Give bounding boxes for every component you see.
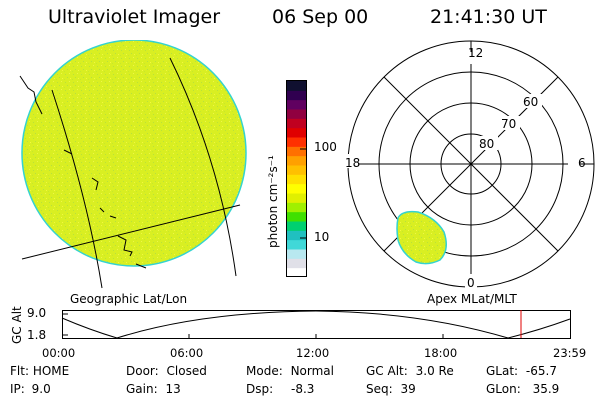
mlt-label-12: 12 bbox=[468, 46, 484, 60]
mode-status: Mode: Normal bbox=[246, 364, 334, 378]
colorbar-step bbox=[287, 239, 306, 250]
meridian-right bbox=[169, 57, 237, 277]
mlat-label-70: 70 bbox=[501, 117, 517, 131]
colorbar-step bbox=[287, 155, 306, 166]
geographic-panel-label: Geographic Lat/Lon bbox=[70, 292, 188, 306]
colorbar-tick-100-label: 100 bbox=[314, 140, 337, 154]
graticule bbox=[21, 57, 241, 289]
colorbar-step bbox=[287, 90, 306, 101]
flight-status: Flt: HOME bbox=[10, 364, 69, 378]
ip-status: IP: 9.0 bbox=[10, 382, 51, 396]
polar-plot bbox=[340, 40, 595, 288]
mlat-label-60: 60 bbox=[523, 95, 539, 109]
gcalt-label: GC Alt: bbox=[366, 364, 408, 378]
altitude-ylabel: GC Alt bbox=[10, 306, 24, 344]
colorbar-step bbox=[287, 202, 306, 213]
colorbar-step bbox=[287, 230, 306, 241]
xtick-1800: 18:00 bbox=[424, 346, 458, 360]
coastline bbox=[19, 75, 147, 269]
colorbar-step bbox=[287, 127, 306, 138]
dsp-label: Dsp: bbox=[246, 382, 274, 396]
gcalt-value: 3.0 Re bbox=[415, 364, 454, 378]
colorbar-step bbox=[287, 174, 306, 185]
altitude-plot bbox=[61, 310, 571, 339]
xtick-1200: 12:00 bbox=[296, 346, 330, 360]
colorbar-step bbox=[287, 193, 306, 203]
mlt-label-18: 18 bbox=[345, 156, 361, 170]
parallel bbox=[21, 204, 241, 260]
xtick-0600: 06:00 bbox=[170, 346, 204, 360]
seq-status: Seq: 39 bbox=[366, 382, 416, 396]
glat-status: GLat: -65.7 bbox=[486, 364, 557, 378]
colorbar-unit-label: photon cm⁻²s⁻¹ bbox=[266, 155, 280, 248]
colorbar-step bbox=[287, 249, 306, 259]
colorbar-step bbox=[287, 109, 306, 119]
door-status: Door: Closed bbox=[126, 364, 207, 378]
gain-label: Gain: bbox=[126, 382, 158, 396]
altitude-ytick-high: 9.0 bbox=[27, 306, 47, 320]
door-value: Closed bbox=[166, 364, 207, 378]
colorbar-step bbox=[287, 118, 306, 129]
mlt-label-0: 0 bbox=[467, 276, 475, 290]
flt-label: Flt: bbox=[10, 364, 29, 378]
gcalt-status: GC Alt: 3.0 Re bbox=[366, 364, 454, 378]
mode-label: Mode: bbox=[246, 364, 283, 378]
time-label: 21:41:30 UT bbox=[430, 6, 547, 28]
glon-value: 35.9 bbox=[532, 382, 560, 396]
colorbar-step bbox=[287, 146, 306, 157]
mlt-label-6: 6 bbox=[578, 156, 586, 170]
glon-status: GLon: 35.9 bbox=[486, 382, 559, 396]
ip-label: IP: bbox=[10, 382, 25, 396]
colorbar-step bbox=[287, 99, 306, 110]
altitude-curve bbox=[61, 310, 571, 339]
colorbar-step bbox=[287, 81, 306, 91]
xtick-2359: 23:59 bbox=[553, 346, 587, 360]
colorbar-step bbox=[287, 221, 306, 231]
colorbar-step bbox=[287, 211, 306, 222]
xtick-0000: 00:00 bbox=[42, 346, 76, 360]
flt-value: HOME bbox=[32, 364, 70, 378]
aurora-blob bbox=[396, 210, 447, 265]
colorbar-tick-10-label: 10 bbox=[314, 230, 330, 244]
colorbar-step bbox=[287, 267, 306, 278]
polar-panel-label: Apex MLat/MLT bbox=[427, 292, 517, 306]
meridian-left bbox=[51, 89, 103, 289]
dsp-value: -8.3 bbox=[290, 382, 315, 396]
date-label: 06 Sep 00 bbox=[272, 6, 369, 28]
gain-status: Gain: 13 bbox=[126, 382, 181, 396]
altitude-ytick-low: 1.8 bbox=[27, 328, 47, 342]
gain-value: 13 bbox=[165, 382, 181, 396]
colorbar-step bbox=[287, 183, 306, 194]
colorbar-step bbox=[287, 258, 306, 269]
mode-value: Normal bbox=[290, 364, 334, 378]
colorbar-step bbox=[287, 165, 306, 175]
dsp-status: Dsp: -8.3 bbox=[246, 382, 314, 396]
glat-label: GLat: bbox=[486, 364, 519, 378]
earth-disk bbox=[21, 40, 247, 267]
colorbar-step bbox=[287, 137, 306, 147]
seq-value: 39 bbox=[400, 382, 416, 396]
glon-label: GLon: bbox=[486, 382, 521, 396]
glat-value: -65.7 bbox=[525, 364, 557, 378]
geographic-image bbox=[19, 40, 247, 289]
colorbar bbox=[286, 80, 307, 278]
instrument-title: Ultraviolet Imager bbox=[48, 6, 221, 28]
mlat-label-80: 80 bbox=[479, 137, 495, 151]
door-label: Door: bbox=[126, 364, 159, 378]
ip-value: 9.0 bbox=[31, 382, 51, 396]
seq-label: Seq: bbox=[366, 382, 393, 396]
